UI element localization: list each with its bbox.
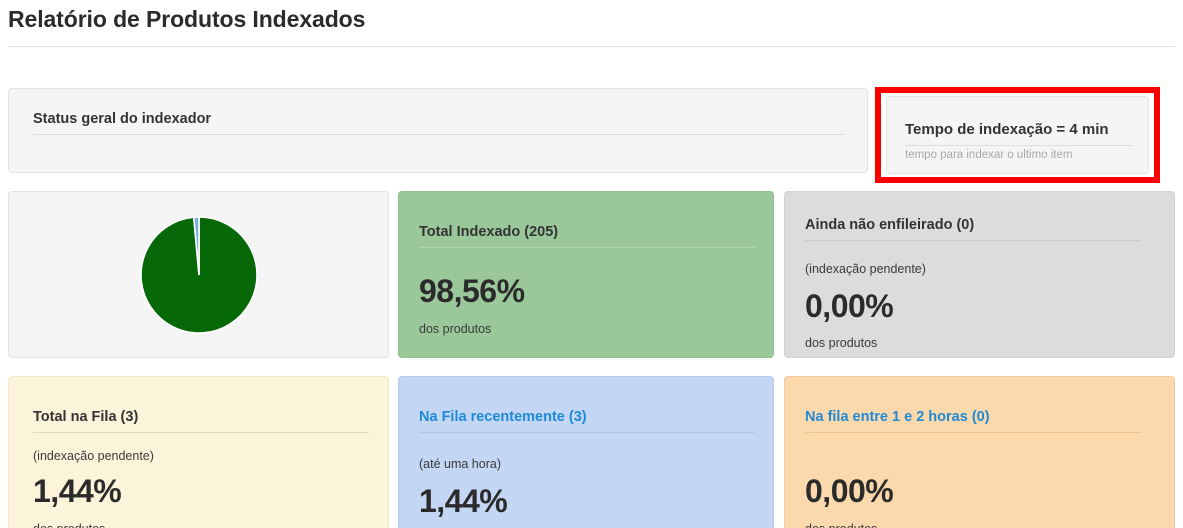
card-not-queued-heading: Ainda não enfileirado (0) — [805, 217, 1141, 241]
card-recently-queued-note: (até uma hora) — [419, 457, 501, 471]
pie-chart-svg — [139, 215, 258, 334]
pie-chart-card — [8, 191, 389, 358]
card-total-indexed-sub: dos produtos — [419, 322, 492, 336]
card-queued-1-2-hours-heading: Na fila entre 1 e 2 horas (0) — [805, 409, 1141, 433]
card-queued-1-2-hours-value: 0,00% — [805, 473, 894, 509]
card-queued-1-2-hours: Na fila entre 1 e 2 horas (0) 0,00% dos … — [784, 376, 1175, 528]
title-divider — [8, 46, 1175, 47]
card-total-indexed: Total Indexado (205) 98,56% dos produtos — [398, 191, 774, 358]
indexing-time-subtitle: tempo para indexar o ultimo item — [905, 149, 1073, 161]
card-total-in-queue-sub: dos produtos — [33, 522, 105, 528]
card-total-in-queue-note: (indexação pendente) — [33, 449, 154, 463]
indexing-time-panel: Tempo de indexação = 4 min tempo para in… — [886, 96, 1149, 174]
card-not-queued-sub: dos produtos — [805, 336, 878, 350]
card-queued-1-2-hours-sub: dos produtos — [805, 522, 877, 528]
card-total-indexed-heading: Total Indexado (205) — [419, 224, 755, 248]
page-title: Relatório de Produtos Indexados — [8, 6, 366, 32]
card-total-in-queue: Total na Fila (3) (indexação pendente) 1… — [8, 376, 389, 528]
card-total-in-queue-value: 1,44% — [33, 473, 122, 509]
card-total-in-queue-heading: Total na Fila (3) — [33, 409, 369, 433]
status-panel-heading: Status geral do indexador — [33, 111, 845, 135]
red-highlight-box — [875, 87, 1160, 183]
card-not-queued-value: 0,00% — [805, 288, 894, 324]
card-recently-queued: Na Fila recentemente (3) (até uma hora) … — [398, 376, 774, 528]
card-not-queued: Ainda não enfileirado (0) (indexação pen… — [784, 191, 1175, 358]
card-recently-queued-heading: Na Fila recentemente (3) — [419, 409, 755, 433]
status-panel: Status geral do indexador — [8, 88, 868, 173]
card-not-queued-note: (indexação pendente) — [805, 262, 926, 276]
indexing-time-heading: Tempo de indexação = 4 min — [905, 121, 1133, 146]
card-recently-queued-value: 1,44% — [419, 483, 508, 519]
indexing-pie-chart — [139, 215, 258, 334]
pie-slice — [192, 215, 200, 275]
card-total-indexed-value: 98,56% — [419, 273, 525, 309]
